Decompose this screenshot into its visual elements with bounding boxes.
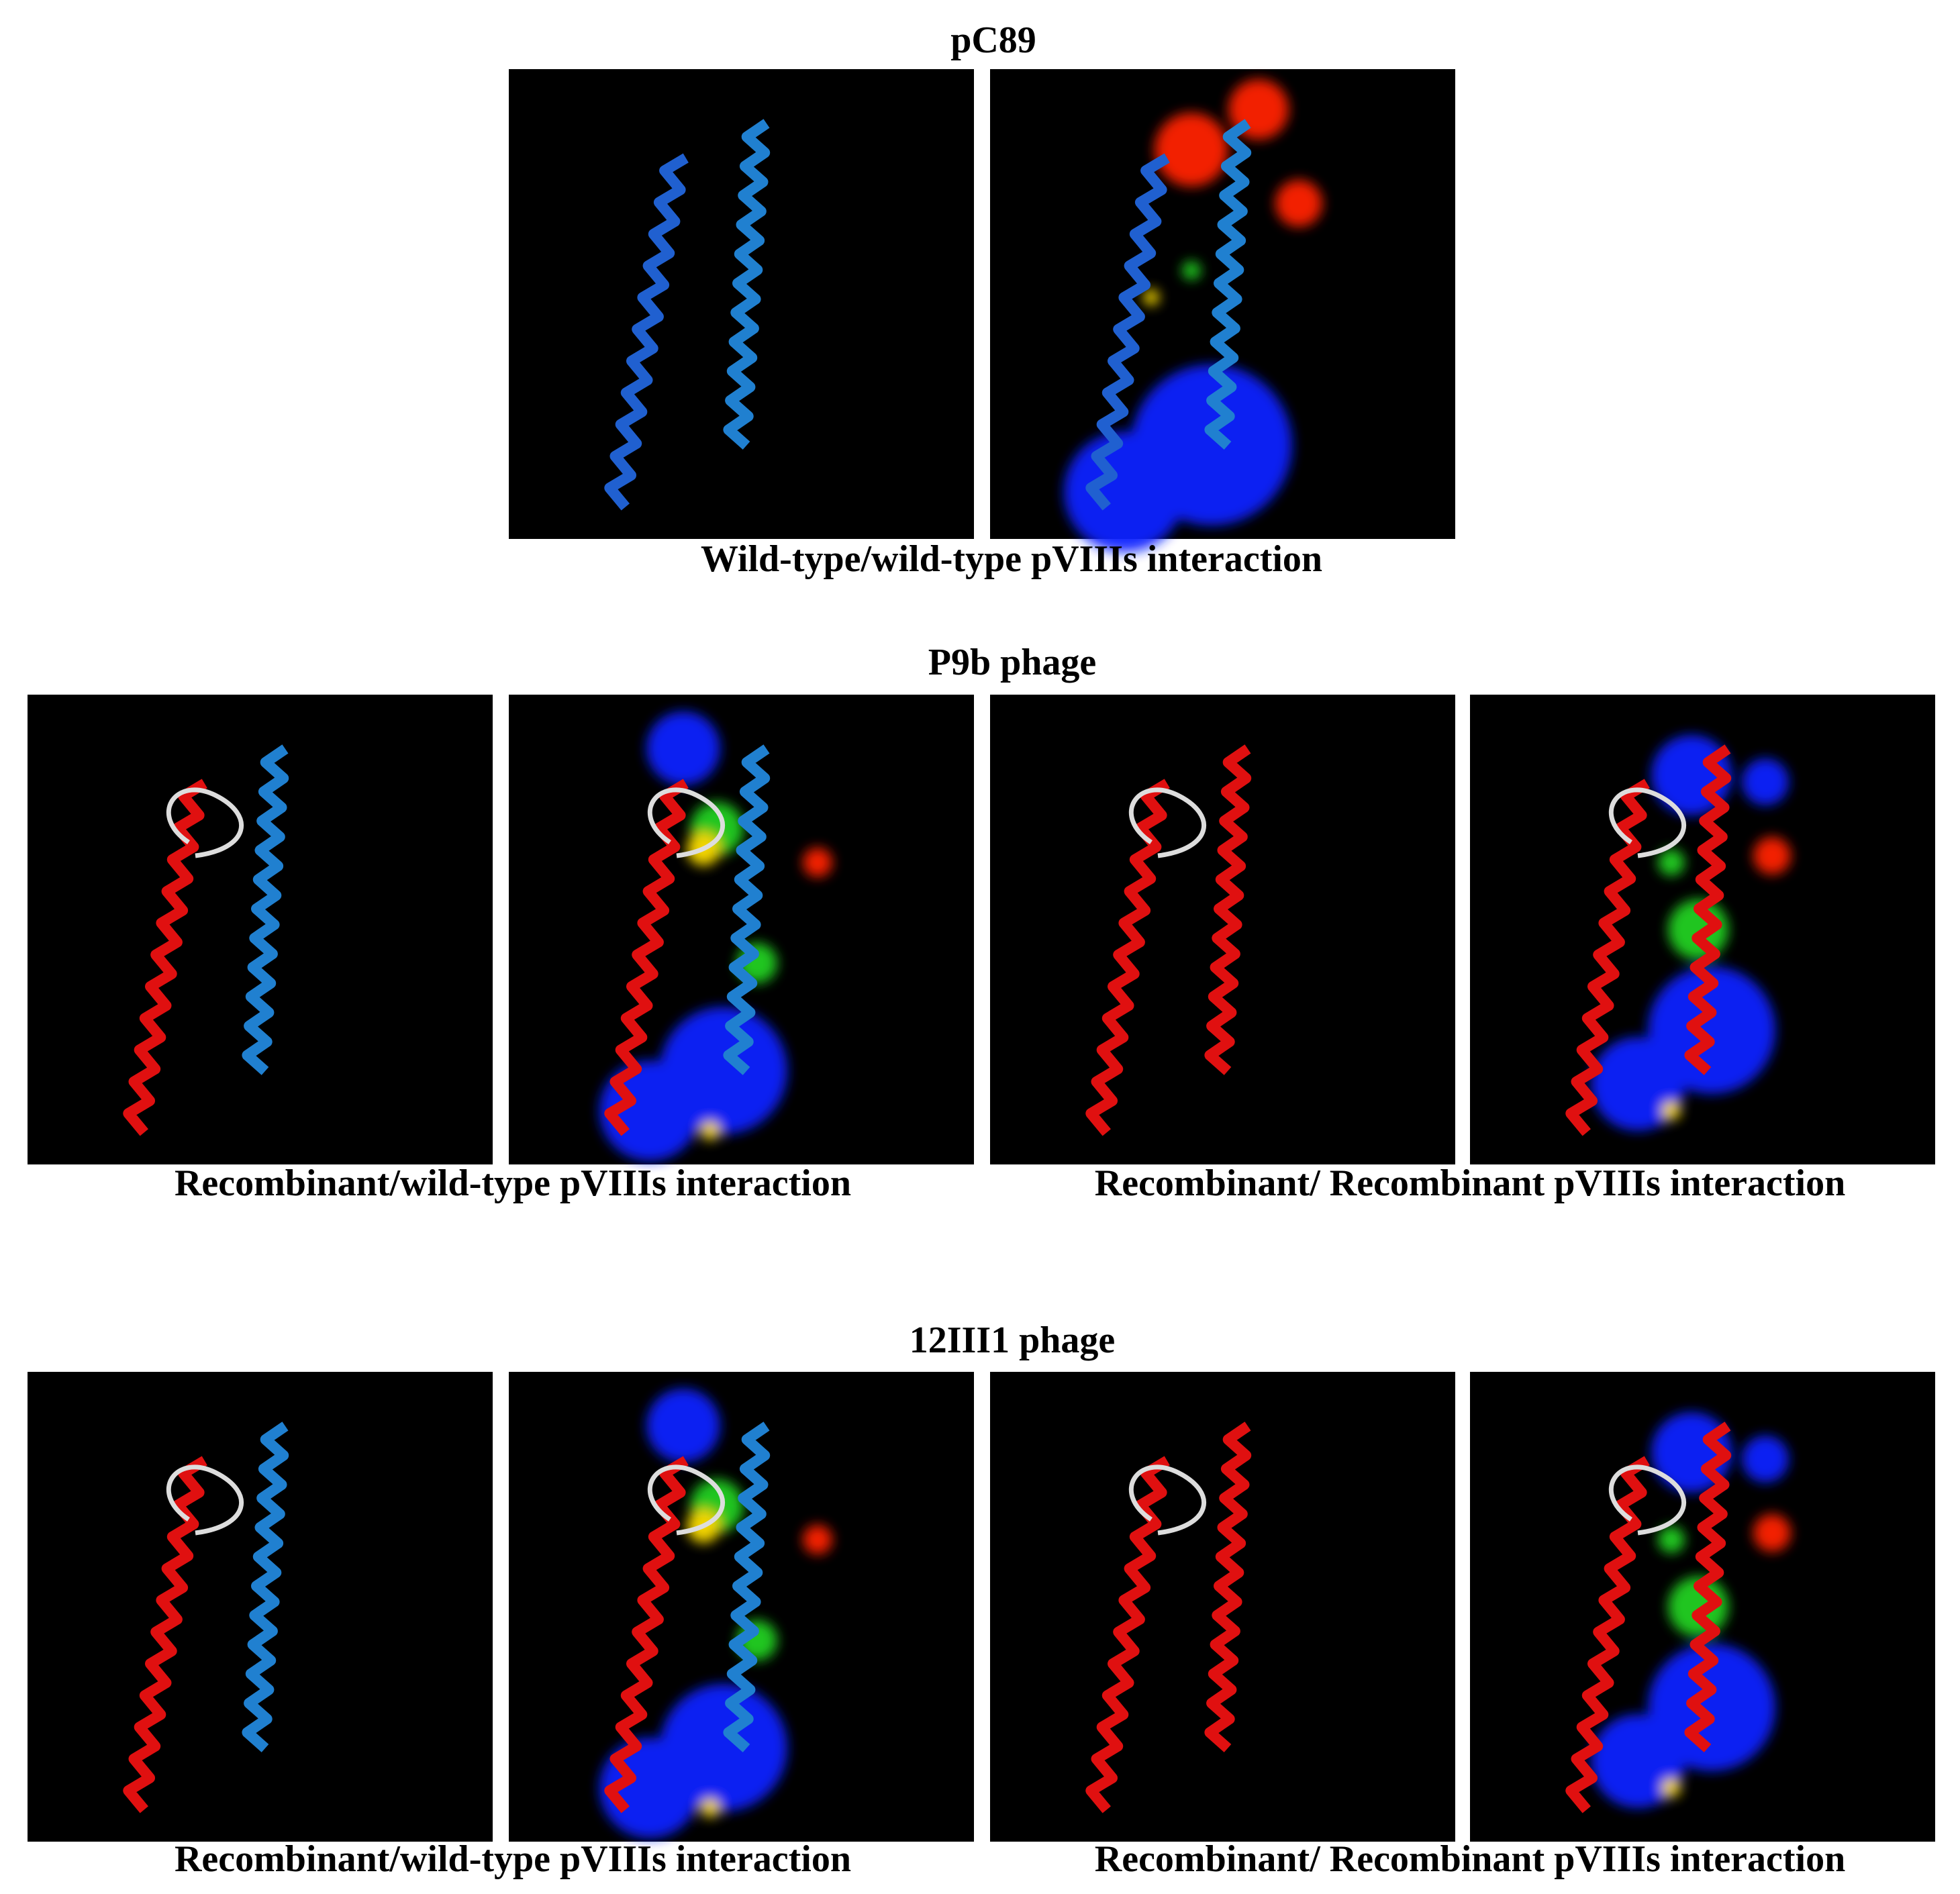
panel-caption: Recombinant/ Recombinant pVIIIs interact… [1095, 1838, 1845, 1880]
helix [1204, 1422, 1252, 1752]
surface-blob [1658, 1526, 1685, 1553]
helix [723, 119, 771, 450]
surface-blob [1143, 289, 1159, 305]
loop [647, 1464, 725, 1536]
loop [166, 1464, 244, 1536]
surface-blob [646, 711, 720, 785]
helix [1684, 1422, 1732, 1752]
surface-blob [1658, 849, 1685, 876]
structure-panel [1470, 1372, 1935, 1842]
surface-blob [1648, 966, 1775, 1094]
panel-caption: Recombinant/wild-type pVIIIs interaction [175, 1162, 851, 1204]
surface-blob [1064, 432, 1185, 552]
helix [723, 744, 771, 1075]
loop [1608, 787, 1686, 858]
helix [1085, 153, 1170, 511]
helix [242, 744, 289, 1075]
structure-panel [509, 1372, 974, 1842]
section-title: pC89 [950, 19, 1036, 61]
structure-panel [990, 1372, 1455, 1842]
surface-blob [1591, 1714, 1685, 1808]
surface-blob [803, 1525, 832, 1554]
loop [166, 787, 244, 858]
surface-blob [1275, 180, 1322, 227]
section-title: 12III1 phage [910, 1319, 1116, 1361]
surface-blob [1155, 113, 1228, 187]
surface-blob [1182, 261, 1201, 280]
helix [604, 153, 689, 511]
surface-blob [1753, 837, 1791, 875]
interaction-surface [599, 711, 832, 1161]
loop [1608, 1464, 1686, 1536]
helix [1204, 119, 1252, 450]
helix [723, 1422, 771, 1752]
surface-blob [1742, 758, 1789, 805]
structure-panel [509, 695, 974, 1164]
loop [1128, 1464, 1206, 1536]
loop [1128, 787, 1206, 858]
surface-blob [1662, 1101, 1681, 1120]
panel-caption: Recombinant/wild-type pVIIIs interaction [175, 1838, 851, 1880]
section-title: P9b phage [928, 642, 1097, 683]
helix [242, 1422, 289, 1752]
structure-panel [28, 695, 493, 1164]
surface-blob [1662, 1779, 1681, 1797]
helix [1684, 744, 1732, 1075]
helix [1204, 744, 1252, 1075]
structure-panel [1470, 695, 1935, 1164]
surface-blob [803, 848, 832, 877]
interaction-surface [599, 1389, 832, 1838]
structure-panel [28, 1372, 493, 1842]
surface-blob [1753, 1514, 1791, 1552]
surface-blob [1742, 1436, 1789, 1483]
surface-blob [646, 1389, 720, 1462]
panel-caption: Wild-type/wild-type pVIIIs interaction [701, 538, 1322, 580]
surface-blob [701, 1122, 720, 1140]
interaction-surface [1064, 79, 1322, 552]
surface-blob [1648, 1644, 1775, 1771]
panel-caption: Recombinant/ Recombinant pVIIIs interact… [1095, 1162, 1845, 1204]
loop [647, 787, 725, 858]
structure-panel [990, 695, 1455, 1164]
surface-blob [701, 1799, 720, 1817]
structure-panel [509, 69, 974, 539]
structure-panel [990, 69, 1455, 552]
surface-blob [1591, 1037, 1685, 1131]
